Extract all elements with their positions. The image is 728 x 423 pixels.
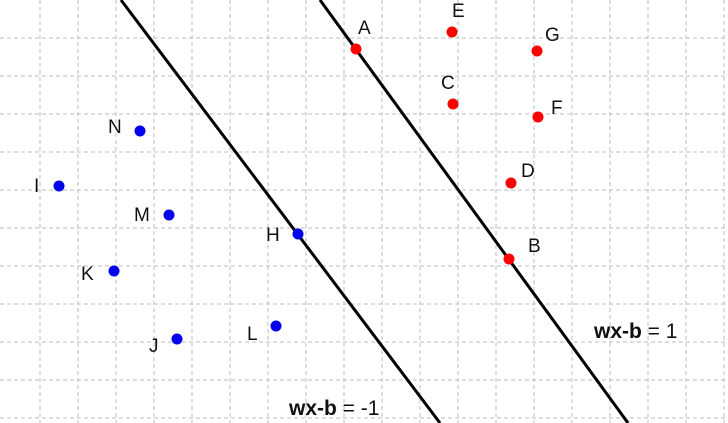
- point-e-dot: [446, 26, 458, 38]
- point-l-dot: [270, 320, 282, 332]
- point-g-dot: [531, 45, 543, 57]
- point-d-dot: [505, 177, 517, 189]
- equation-positive-margin: wx-b = 1: [593, 320, 677, 343]
- point-i-dot: [53, 180, 65, 192]
- point-n-dot: [134, 125, 146, 137]
- point-j-dot: [171, 333, 183, 345]
- point-k-label: K: [81, 264, 94, 285]
- point-b-dot: [503, 253, 515, 265]
- equation-positive-rhs: = 1: [642, 320, 678, 343]
- red-class-points: A E G C F D B: [350, 1, 563, 265]
- point-m-label: M: [134, 205, 150, 226]
- point-k-dot: [108, 265, 120, 277]
- equation-negative-lhs: wx-b: [288, 397, 337, 420]
- point-j-label: J: [149, 336, 159, 357]
- point-f-label: F: [551, 98, 563, 119]
- blue-class-points: N I M H K J L: [34, 117, 304, 357]
- point-n-label: N: [108, 117, 122, 138]
- point-a-label: A: [358, 18, 371, 39]
- point-c-label: C: [441, 73, 455, 94]
- point-c-dot: [447, 98, 459, 110]
- equation-negative-rhs: = -1: [337, 397, 380, 420]
- point-m-dot: [163, 209, 175, 221]
- point-i-label: I: [34, 176, 39, 197]
- point-h-label: H: [266, 225, 280, 246]
- margin-line-negative: [119, 0, 442, 423]
- point-d-label: D: [521, 161, 535, 182]
- point-l-label: L: [247, 324, 258, 345]
- point-h-dot: [292, 228, 304, 240]
- point-e-label: E: [452, 1, 465, 22]
- equation-negative-margin: wx-b = -1: [288, 397, 379, 420]
- point-g-label: G: [545, 25, 560, 46]
- equation-positive-lhs: wx-b: [593, 320, 642, 343]
- point-b-label: B: [528, 236, 541, 257]
- margin-line-positive: [318, 0, 630, 423]
- point-a-dot: [350, 43, 362, 55]
- point-f-dot: [532, 111, 544, 123]
